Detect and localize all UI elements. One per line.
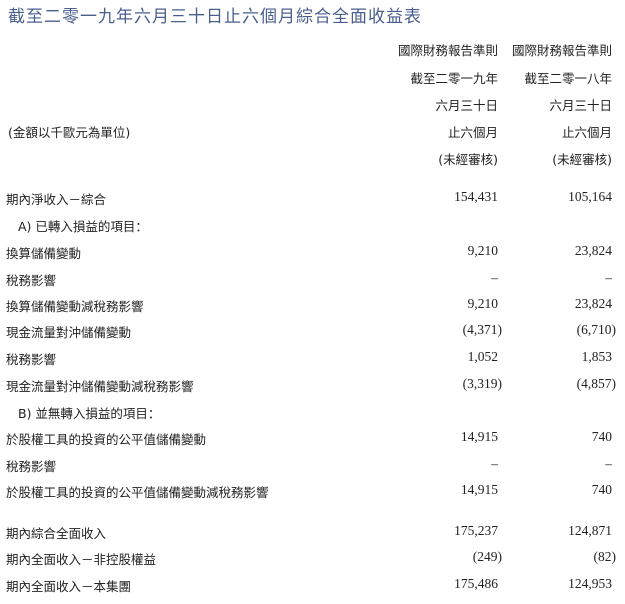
row-value-2018: 105,164 [568,189,612,204]
column-header-line: (未經審核) [438,152,498,167]
row-value-2018: – [605,270,612,285]
row-value-2019: – [491,456,498,471]
row-label: 現金流量對沖儲備變動減稅務影響 [6,379,194,394]
table-row: 期內全面收入－本集團 175,486 124,953 [0,576,625,596]
table-row: B) 並無轉入損益的項目： [0,403,625,423]
column-header-line: 六月三十日 [549,98,612,113]
row-value-2019: – [491,270,498,285]
row-value-2018: 23,824 [574,243,612,258]
row-value-2019: 175,237 [454,523,498,538]
table-row: 稅務影響 – – [0,270,625,290]
row-value-2018: 23,824 [574,296,612,311]
row-value-2019: 9,210 [467,296,498,311]
row-label: 換算儲備變動減稅務影響 [6,299,144,314]
column-header-line: 止六個月 [447,125,498,140]
table-row: 稅務影響 1,052 1,853 [0,349,625,369]
table-row: 期內綜合全面收入 175,237 124,871 [0,523,625,543]
column-header-line: 截至二零一九年 [410,71,498,86]
row-value-2019: (249) [472,549,502,564]
row-label: B) 並無轉入損益的項目： [18,406,161,421]
row-label: 現金流量對沖儲備變動 [6,325,132,340]
row-label: 期內全面收入－非控股權益 [6,552,157,567]
page-title: 截至二零一九年六月三十日止六個月綜合全面收益表 [8,7,422,27]
row-label: 稅務影響 [6,459,57,474]
row-value-2018: 1,853 [581,349,612,364]
unit-note: (金額以千歐元為單位) [8,125,131,140]
row-value-2019: 14,915 [460,482,498,497]
row-value-2019: 1,052 [467,349,498,364]
column-header-line: (未經審核) [552,152,612,167]
table-row: 換算儲備變動減稅務影響 9,210 23,824 [0,296,625,316]
column-header-line: 國際財務報告準則 [397,43,498,58]
table-row: A) 已轉入損益的項目： [0,216,625,236]
column-header-line: 國際財務報告準則 [511,43,612,58]
column-header-line: 截至二零一八年 [524,71,612,86]
row-value-2018: 124,953 [568,576,612,591]
row-label: 期內綜合全面收入 [6,526,107,541]
row-value-2018: (6,710) [576,322,616,337]
row-value-2018: 124,871 [568,523,612,538]
row-label: 期內全面收入－本集團 [6,579,132,594]
row-label: 換算儲備變動 [6,246,82,261]
column-header-line: 止六個月 [561,125,612,140]
table-row: 期內淨收入－綜合 154,431 105,164 [0,189,625,209]
row-value-2019: 154,431 [454,189,498,204]
table-row: 於股權工具的投資的公平值儲備變動 14,915 740 [0,429,625,449]
row-value-2018: 740 [591,429,612,444]
row-value-2018: 740 [591,482,612,497]
row-value-2019: 14,915 [460,429,498,444]
table-row: 換算儲備變動 9,210 23,824 [0,243,625,263]
row-label: 於股權工具的投資的公平值儲備變動減稅務影響 [6,485,269,500]
row-label: 期內淨收入－綜合 [6,192,107,207]
table-row: 現金流量對沖儲備變動減稅務影響 (3,319) (4,857) [0,376,625,396]
table-row: 期內全面收入－非控股權益 (249) (82) [0,549,625,569]
table-row: 稅務影響 – – [0,456,625,476]
row-value-2019: (3,319) [462,376,502,391]
row-value-2019: (4,371) [462,322,502,337]
row-label: A) 已轉入損益的項目： [18,219,148,234]
row-label: 稅務影響 [6,273,57,288]
table-row: 於股權工具的投資的公平值儲備變動減稅務影響 14,915 740 [0,482,625,502]
row-label: 於股權工具的投資的公平值儲備變動 [6,432,207,447]
column-header-line: 六月三十日 [435,98,498,113]
row-label: 稅務影響 [6,352,57,367]
row-value-2018: (4,857) [576,376,616,391]
table-row: 現金流量對沖儲備變動 (4,371) (6,710) [0,322,625,342]
row-value-2018: (82) [593,549,617,564]
row-value-2018: – [605,456,612,471]
row-value-2019: 175,486 [454,576,498,591]
row-value-2019: 9,210 [467,243,498,258]
